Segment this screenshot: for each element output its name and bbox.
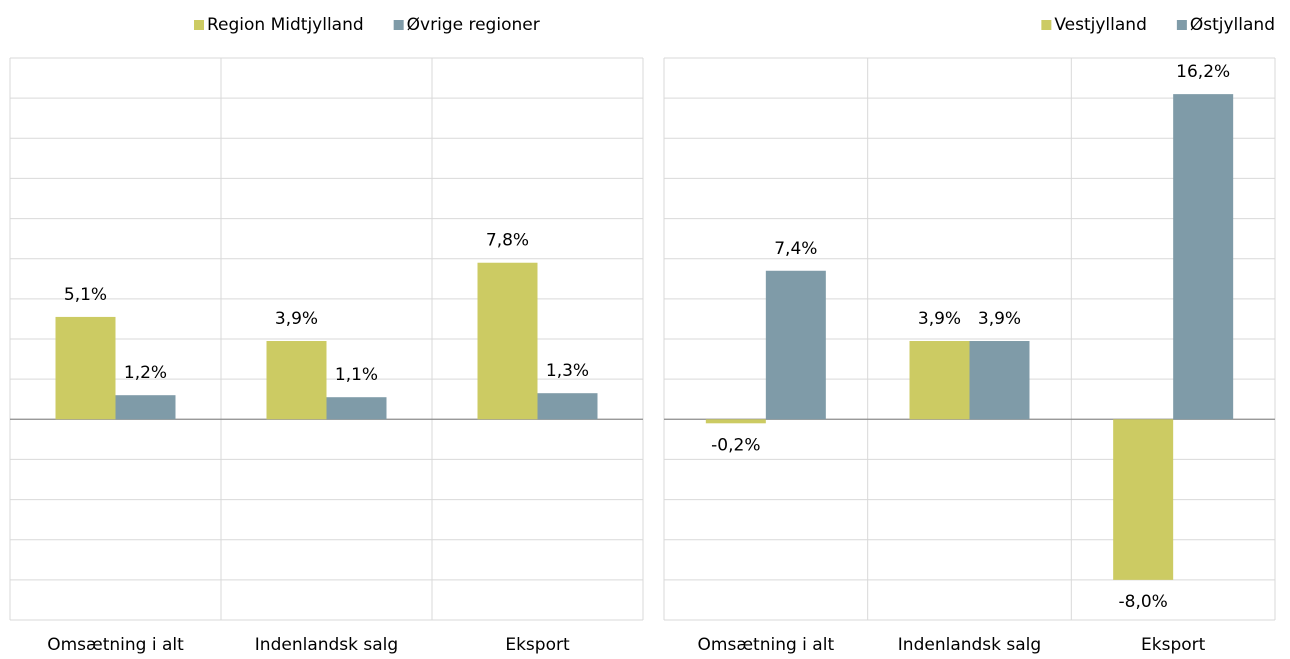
data-label: 5,1% <box>64 285 107 305</box>
data-label: 3,9% <box>918 309 961 329</box>
data-label: 1,2% <box>124 363 167 383</box>
x-tick-label: Omsætning i alt <box>698 635 835 655</box>
bar <box>537 393 598 420</box>
legend-label: Øvrige regioner <box>407 15 540 35</box>
x-tick-label: Indenlandsk salg <box>898 635 1041 655</box>
legend-swatch <box>194 20 204 30</box>
legend-label: Region Midtjylland <box>207 15 364 35</box>
bar <box>1173 94 1234 420</box>
x-tick-label: Eksport <box>1141 635 1206 655</box>
data-label: 7,4% <box>774 239 817 259</box>
bar <box>909 341 970 420</box>
legend-swatch <box>1176 20 1187 30</box>
bar <box>477 262 538 420</box>
data-label: 7,8% <box>486 231 529 251</box>
bar <box>55 316 116 420</box>
legend-swatch <box>393 20 404 30</box>
legend-swatch <box>1041 20 1052 30</box>
bar <box>266 341 327 420</box>
bar <box>115 395 176 420</box>
bar <box>765 270 826 420</box>
bar <box>969 341 1030 420</box>
legend-label: Vestjylland <box>1054 15 1147 35</box>
bar <box>326 397 387 420</box>
bar <box>1113 419 1174 580</box>
legend-label: Østjylland <box>1190 15 1275 35</box>
bar <box>705 419 766 424</box>
x-tick-label: Indenlandsk salg <box>255 635 398 655</box>
data-label: 16,2% <box>1176 62 1230 82</box>
data-label: -0,2% <box>711 435 760 455</box>
data-label: -8,0% <box>1119 592 1168 612</box>
data-label: 1,3% <box>546 361 589 381</box>
data-label: 1,1% <box>335 365 378 385</box>
x-tick-label: Eksport <box>505 635 570 655</box>
data-label: 3,9% <box>978 309 1021 329</box>
data-label: 3,9% <box>275 309 318 329</box>
x-tick-label: Omsætning i alt <box>47 635 184 655</box>
